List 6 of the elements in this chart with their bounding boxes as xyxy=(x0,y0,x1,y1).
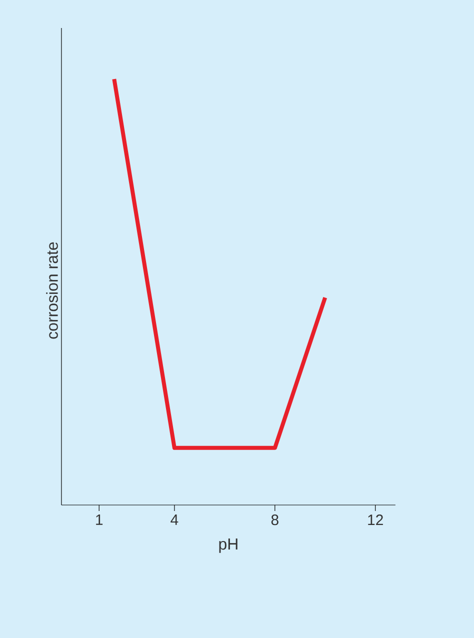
x-tick-label: 4 xyxy=(170,514,178,525)
x-axis-title: pH xyxy=(219,538,238,553)
y-axis-title: corrosion rate xyxy=(46,242,58,339)
x-tick-label: 1 xyxy=(96,514,103,525)
x-tick-label: 8 xyxy=(271,514,278,526)
x-tick-label: 12 xyxy=(368,514,383,525)
